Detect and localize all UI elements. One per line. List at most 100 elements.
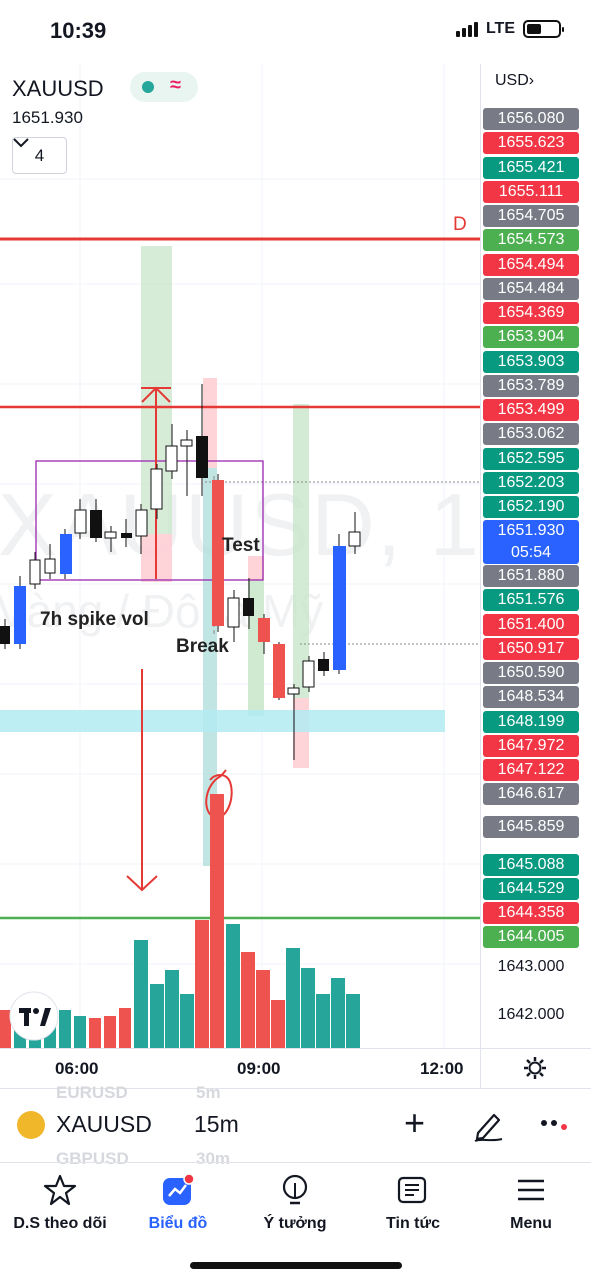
gold-symbol-icon (17, 1111, 45, 1139)
price-label: 1655.421 (483, 157, 579, 179)
price-label: 1648.199 (483, 711, 579, 733)
indicators-toggle[interactable]: 4 (12, 137, 67, 174)
more-dots-icon[interactable] (540, 1119, 572, 1131)
support-zone (0, 710, 445, 732)
price-label: 1654.705 (483, 205, 579, 227)
status-time: 10:39 (50, 18, 107, 43)
settings-gear-icon[interactable] (522, 1055, 548, 1081)
price-label: 1648.534 (483, 686, 579, 708)
signal-icon (455, 21, 478, 37)
annotation-test[interactable]: Test (222, 535, 260, 556)
nav-label: Menu (510, 1215, 552, 1232)
nav-label: D.S theo dõi (13, 1215, 107, 1232)
add-plus-icon[interactable]: + (404, 1102, 426, 1143)
price-axis[interactable]: USD› 1656.080 1655.623 1655.421 1655.111 165… (480, 64, 591, 1048)
chevron-down-icon (13, 138, 29, 148)
network-type: LTE (485, 20, 515, 37)
price-label: 1645.088 (483, 854, 579, 876)
price-label: 1651.400 (483, 614, 579, 636)
price-label: 1647.972 (483, 735, 579, 757)
time-label: 06:00 (55, 1059, 99, 1078)
drawing-pen-icon[interactable] (470, 1107, 506, 1143)
price-label: 1656.080 (483, 108, 579, 130)
price-label: 1650.590 (483, 662, 579, 684)
symbol-selector[interactable]: XAUUSD (56, 1111, 152, 1137)
price-label: 1644.005 (483, 926, 579, 948)
price-label: 1654.484 (483, 278, 579, 300)
price-label: 1655.623 (483, 132, 579, 154)
nav-item-menu[interactable]: Menu (471, 1173, 591, 1233)
price-label: 1653.904 (483, 326, 579, 348)
ghost-symbol: GBPUSD (56, 1149, 129, 1168)
nav-label: Ý tưởng (263, 1215, 327, 1232)
current-price: 1651.930 (497, 522, 565, 539)
chart-pane[interactable]: XAUUSD, 15 Vàng / Đô la Mỹ (0, 64, 480, 1048)
short-zone-4 (293, 698, 309, 768)
tradingview-logo-icon (9, 991, 59, 1041)
annotation-spike-vol[interactable]: 7h spike vol (40, 609, 149, 630)
indicator-count: 4 (34, 145, 45, 165)
price-label: 1654.494 (483, 254, 579, 276)
currency-label: USD (495, 72, 529, 89)
price-label: 1652.203 (483, 472, 579, 494)
battery-icon (523, 20, 564, 38)
nav-label: Tin tức (386, 1215, 440, 1232)
price-label: 1652.595 (483, 448, 579, 470)
price-label: 1654.369 (483, 302, 579, 324)
ghost-symbol: EURUSD (56, 1083, 128, 1102)
ghost-interval: 5m (196, 1083, 221, 1102)
chart-toolbar: EURUSD 5m GBPUSD 30m XAUUSD 15m + (0, 1083, 591, 1168)
price-label: 1651.880 (483, 565, 579, 587)
level-label-d: D (453, 214, 467, 235)
price-label: 1653.062 (483, 423, 579, 445)
market-open-icon (142, 81, 154, 93)
range-box (35, 460, 264, 581)
price-label: 1644.358 (483, 902, 579, 924)
nav-item-ideas[interactable]: Ý tưởng (235, 1173, 355, 1233)
market-status-pill[interactable]: ≈ (130, 72, 198, 102)
price-label: 1642.000 (497, 1006, 565, 1023)
price-label: 1646.617 (483, 783, 579, 805)
price-label: 1652.190 (483, 496, 579, 518)
circle-mark-drawing (205, 769, 233, 819)
chart-symbol[interactable]: XAUUSD (12, 76, 104, 101)
price-label: 1655.111 (483, 181, 579, 203)
status-bar: 10:39 LTE (0, 0, 591, 64)
nav-label: Biểu đồ (148, 1215, 208, 1232)
hamburger-icon (518, 1179, 544, 1201)
price-label: 1651.576 (483, 589, 579, 611)
price-label: 1645.859 (483, 816, 579, 838)
chart-last-price: 1651.930 (12, 108, 83, 127)
ghost-interval: 30m (196, 1149, 231, 1168)
star-icon (43, 1174, 77, 1206)
price-label: 1653.789 (483, 375, 579, 397)
status-icons: LTE (455, 20, 564, 38)
long-zone-4 (293, 404, 309, 698)
price-label: 1650.917 (483, 638, 579, 660)
nav-item-news[interactable]: Tin tức (353, 1173, 473, 1233)
price-label: 1643.000 (497, 958, 565, 975)
symbol-info: XAUUSD 1651.930 (12, 76, 104, 128)
nav-item-chart[interactable]: Biểu đồ (118, 1173, 238, 1233)
news-icon (397, 1176, 427, 1204)
volume-bars (0, 794, 360, 1048)
time-label: 09:00 (237, 1059, 281, 1078)
current-price-label: 1651.930 05:54 (483, 520, 579, 564)
bottom-navigation: D.S theo dõi Biểu đồ Ý tưởng Tin tức (0, 1162, 591, 1280)
lightbulb-icon (282, 1174, 308, 1205)
currency-selector[interactable]: USD› (495, 72, 534, 90)
candles (0, 384, 361, 760)
annotation-break[interactable]: Break (176, 636, 229, 657)
chevron-down-icon: › (528, 72, 535, 89)
time-axis[interactable]: 06:00 09:00 12:00 (0, 1048, 591, 1089)
short-zone-3 (248, 556, 264, 580)
chart-icon (163, 1173, 195, 1205)
price-label: 1647.122 (483, 759, 579, 781)
price-label: 1653.499 (483, 399, 579, 421)
nav-item-watchlist[interactable]: D.S theo dõi (0, 1173, 120, 1233)
price-chart-canvas[interactable] (0, 64, 480, 1048)
down-arrow-drawing (126, 669, 158, 892)
price-label: 1653.903 (483, 351, 579, 373)
price-label: 1654.573 (483, 229, 579, 251)
interval-selector[interactable]: 15m (194, 1111, 239, 1137)
